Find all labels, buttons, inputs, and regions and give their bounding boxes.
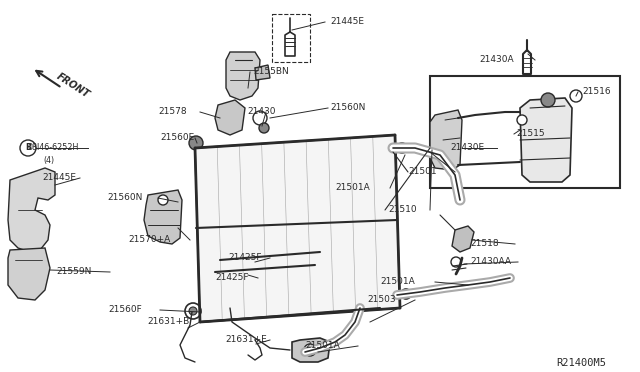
Text: 21445E: 21445E <box>330 17 364 26</box>
Circle shape <box>541 93 555 107</box>
Text: 21430: 21430 <box>247 108 275 116</box>
Text: 2155BN: 2155BN <box>253 67 289 77</box>
Polygon shape <box>520 98 572 182</box>
Text: 21510: 21510 <box>388 205 417 215</box>
Text: 21445E: 21445E <box>42 173 76 183</box>
Text: 21516: 21516 <box>582 87 611 96</box>
Polygon shape <box>452 226 474 252</box>
Polygon shape <box>195 135 400 322</box>
Circle shape <box>259 123 269 133</box>
Circle shape <box>401 289 411 299</box>
Text: 21560N: 21560N <box>330 103 365 112</box>
Text: 21631+B: 21631+B <box>147 317 189 327</box>
Circle shape <box>189 307 197 315</box>
Polygon shape <box>215 100 245 135</box>
Text: 21631+E: 21631+E <box>225 336 267 344</box>
Text: 08I46-6252H: 08I46-6252H <box>28 144 79 153</box>
Circle shape <box>253 111 267 125</box>
Text: 21578: 21578 <box>158 108 187 116</box>
Bar <box>430 76 620 188</box>
Polygon shape <box>8 168 55 252</box>
Polygon shape <box>8 248 50 300</box>
Circle shape <box>451 257 461 267</box>
Text: 21560N: 21560N <box>107 193 142 202</box>
Circle shape <box>397 143 407 153</box>
Circle shape <box>304 344 316 356</box>
Text: FRONT: FRONT <box>55 71 92 100</box>
Text: 21559N: 21559N <box>56 267 92 276</box>
Polygon shape <box>255 65 270 80</box>
Polygon shape <box>144 190 182 244</box>
Text: 21503: 21503 <box>367 295 396 305</box>
Polygon shape <box>292 338 330 362</box>
Circle shape <box>517 115 527 125</box>
Polygon shape <box>430 110 462 170</box>
Text: 21501A: 21501A <box>380 278 415 286</box>
Circle shape <box>20 140 36 156</box>
Text: 21430A: 21430A <box>479 55 514 64</box>
Bar <box>272 14 310 62</box>
Text: 21425F: 21425F <box>228 253 262 263</box>
Circle shape <box>189 136 203 150</box>
Text: B: B <box>25 144 31 153</box>
Text: 21518: 21518 <box>470 240 499 248</box>
Text: 21501: 21501 <box>408 167 436 176</box>
Text: 21425F: 21425F <box>215 273 248 282</box>
Polygon shape <box>226 52 260 100</box>
Text: 21560F: 21560F <box>108 305 141 314</box>
Text: R21400M5: R21400M5 <box>556 358 606 368</box>
Circle shape <box>185 303 201 319</box>
Text: 21570+A: 21570+A <box>128 235 170 244</box>
Circle shape <box>158 195 168 205</box>
Text: 21430AA: 21430AA <box>470 257 511 266</box>
Text: 21515: 21515 <box>516 129 545 138</box>
Circle shape <box>570 90 582 102</box>
Text: 21501A: 21501A <box>305 341 340 350</box>
Text: 21430E: 21430E <box>450 144 484 153</box>
Text: 21560E: 21560E <box>160 134 195 142</box>
Text: (4): (4) <box>43 155 54 164</box>
Text: 21501A: 21501A <box>335 183 370 192</box>
